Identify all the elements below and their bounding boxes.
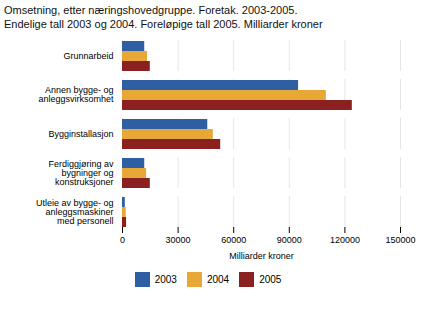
html-text:2003: 2003: [154, 274, 177, 285]
html-text:Endelige tall 2003 og 2004. Fo: Endelige tall 2003 og 2004. Foreløpige t…: [4, 18, 323, 30]
svg-text:Utleie av bygge- oganleggsmask: Utleie av bygge- oganleggsmaskinermed pe…: [36, 198, 114, 226]
html-text:2004: 2004: [206, 274, 230, 285]
svg-text:150000: 150000: [385, 235, 415, 245]
svg-text:Bygginstallasjon: Bygginstallasjon: [48, 129, 113, 139]
html-text:2005: 2005: [259, 274, 282, 285]
svg-text:90000: 90000: [277, 235, 302, 245]
svg-text:60000: 60000: [221, 235, 246, 245]
svg-text:Annen bygge- oganleggsvirksomh: Annen bygge- oganleggsvirksomhet: [38, 85, 114, 104]
svg-text:Milliarder kroner: Milliarder kroner: [229, 251, 294, 261]
svg-text:Grunnarbeid: Grunnarbeid: [63, 51, 113, 61]
svg-text:120000: 120000: [330, 235, 360, 245]
svg-text:0: 0: [120, 235, 125, 245]
html-text:Omsetning, etter næringshovedg: Omsetning, etter næringshovedgruppe. For…: [4, 4, 298, 16]
svg-text:30000: 30000: [166, 235, 191, 245]
svg-text:Ferdiggjøring avbygninger ogko: Ferdiggjøring avbygninger ogkonstruksjon…: [48, 159, 114, 187]
